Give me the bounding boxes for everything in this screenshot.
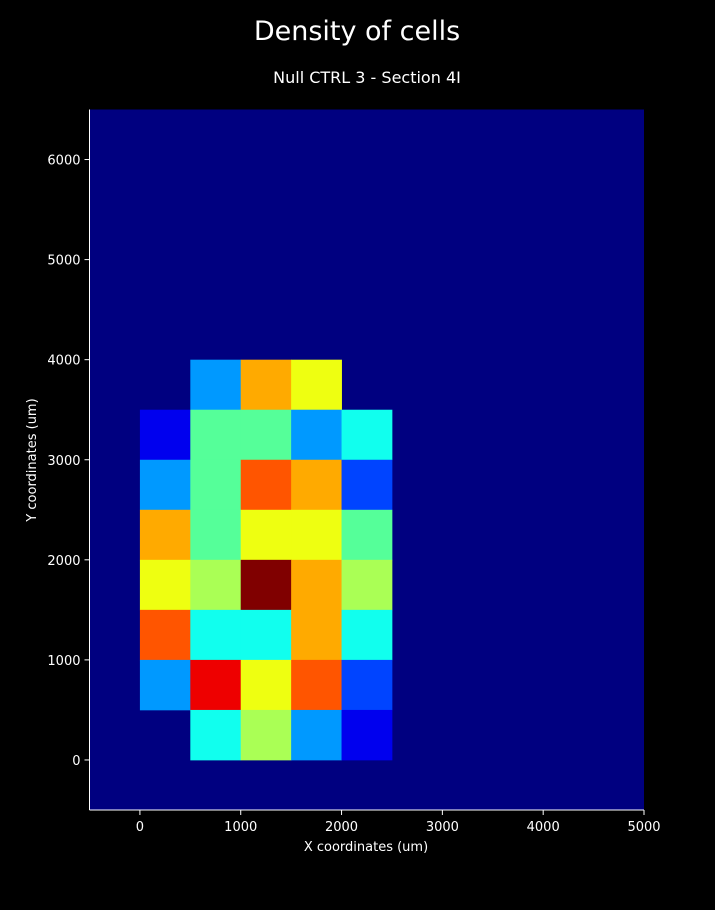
heatmap-cell xyxy=(139,659,191,711)
heatmap-cell xyxy=(240,509,292,561)
heatmap-cell xyxy=(341,459,393,511)
heatmap-cell xyxy=(240,559,292,611)
heatmap-cell xyxy=(291,709,342,761)
heatmap-cell xyxy=(291,559,342,611)
heatmap-cell xyxy=(341,709,393,761)
heatmap-cell xyxy=(240,659,292,711)
heatmap-cell xyxy=(291,409,342,461)
heatmap-cell xyxy=(240,359,292,411)
heatmap-cell xyxy=(190,659,242,711)
heatmap-cell xyxy=(291,609,342,661)
heatmap-cells xyxy=(139,359,393,761)
heatmap-cell xyxy=(139,409,191,461)
heatmap-cell xyxy=(139,509,191,561)
heatmap-cell xyxy=(190,409,242,461)
y-tick-label: 3000 xyxy=(47,454,80,469)
y-axis-label: Y coordinates (um) xyxy=(25,398,40,522)
x-tick-label: 2000 xyxy=(325,820,358,835)
heatmap-cell xyxy=(139,459,191,511)
heatmap-cell xyxy=(240,409,292,461)
y-tick-label: 0 xyxy=(72,754,80,769)
heatmap-cell xyxy=(190,459,242,511)
chart-title: Null CTRL 3 - Section 4I xyxy=(273,68,461,87)
heatmap-cell xyxy=(341,659,393,711)
heatmap-cell xyxy=(291,509,342,561)
heatmap-cell xyxy=(190,709,242,761)
x-tick-label: 1000 xyxy=(224,820,257,835)
heatmap-cell xyxy=(341,409,393,461)
x-tick-label: 3000 xyxy=(426,820,459,835)
axes: 0 1000 2000 3000 4000 5000 0 1000 2000 3000 4000 50… xyxy=(47,109,661,835)
x-tick-label: 4000 xyxy=(527,820,560,835)
heatmap-cell xyxy=(341,609,393,661)
figure-suptitle: Density of cells xyxy=(254,16,460,47)
y-tick-label: 6000 xyxy=(47,154,80,169)
x-tick-label: 0 xyxy=(136,820,144,835)
heatmap-cell xyxy=(139,609,191,661)
heatmap-cell xyxy=(240,709,292,761)
heatmap-cell xyxy=(240,459,292,511)
heatmap-cell xyxy=(341,559,393,611)
x-tick-label: 5000 xyxy=(627,820,660,835)
heatmap-cell xyxy=(190,359,242,411)
y-tick-label: 5000 xyxy=(47,254,80,269)
heatmap-cell xyxy=(341,509,393,561)
heatmap-cell xyxy=(240,609,292,661)
heatmap-cell xyxy=(291,659,342,711)
x-axis-label: X coordinates (um) xyxy=(304,840,428,855)
y-tick-label: 1000 xyxy=(47,654,80,669)
heatmap-cell xyxy=(291,359,342,411)
heatmap-cell xyxy=(291,459,342,511)
y-tick-label: 4000 xyxy=(47,354,80,369)
y-tick-label: 2000 xyxy=(47,554,80,569)
heatmap-cell xyxy=(190,559,242,611)
heatmap-cell xyxy=(190,609,242,661)
heatmap-cell xyxy=(190,509,242,561)
heatmap-cell xyxy=(139,559,191,611)
